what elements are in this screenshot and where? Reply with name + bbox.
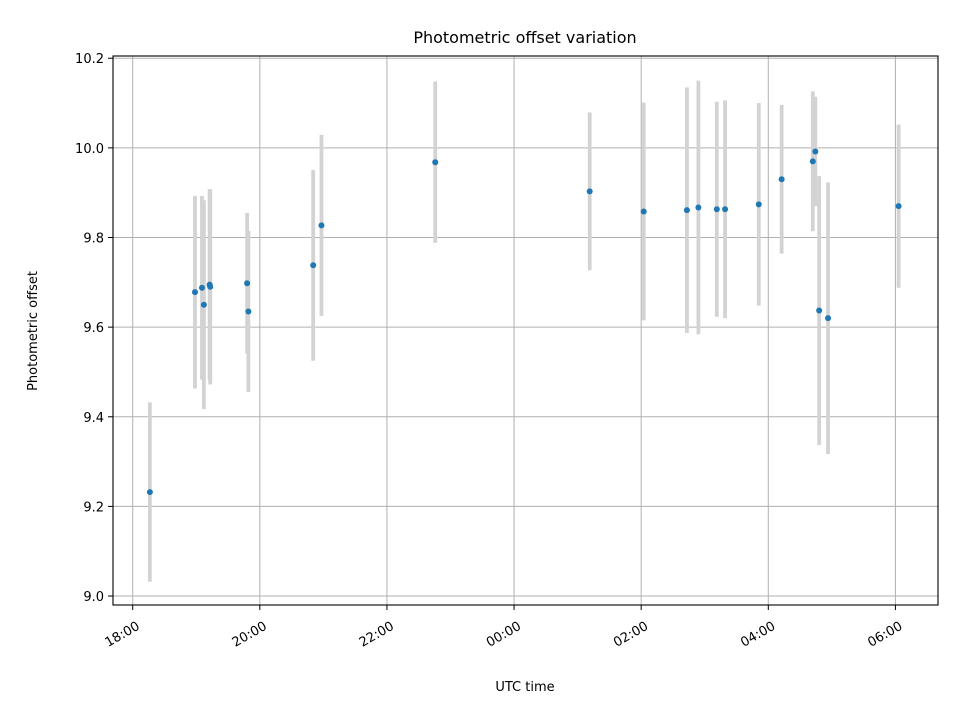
y-tick-label: 10.2 [75, 52, 104, 67]
x-tick-label: 02:00 [611, 619, 651, 651]
x-tick-label: 18:00 [103, 619, 143, 651]
data-point [207, 283, 214, 290]
data-point [816, 307, 823, 314]
x-ticks: 18:00 20:00 22:00 00:00 02:00 04:00 06:00 [103, 605, 905, 651]
x-tick-label: 20:00 [230, 619, 270, 651]
y-tick-label: 9.0 [83, 590, 104, 605]
y-tick-label: 9.4 [83, 411, 104, 426]
data-point [713, 206, 720, 213]
data-point [200, 301, 207, 308]
data-point [640, 208, 647, 215]
data-point [895, 203, 902, 210]
x-tick-label: 22:00 [357, 619, 397, 651]
data-point [198, 284, 205, 291]
data-point [825, 315, 832, 322]
data-point [812, 148, 819, 155]
y-tick-label: 9.2 [83, 500, 104, 515]
chart-title: Photometric offset variation [413, 28, 636, 47]
data-point [432, 159, 439, 166]
grid-layer [113, 56, 938, 605]
y-tick-label: 10.0 [75, 142, 104, 157]
data-point [318, 222, 325, 229]
x-tick-label: 00:00 [484, 619, 524, 651]
y-tick-label: 9.8 [83, 232, 104, 247]
data-point [245, 308, 252, 315]
data-point [586, 188, 593, 195]
plot-frame [112, 55, 939, 606]
y-axis-label: Photometric offset [26, 271, 41, 391]
y-tick-label: 9.6 [83, 321, 104, 336]
data-point [244, 280, 251, 287]
data-point [809, 158, 816, 165]
data-point [146, 489, 153, 496]
x-tick-label: 06:00 [865, 619, 905, 651]
data-point [310, 262, 317, 269]
data-point [683, 207, 690, 214]
point-layer [146, 148, 902, 496]
data-point [755, 201, 762, 208]
data-point [722, 206, 729, 213]
data-point [778, 176, 785, 183]
x-axis-label: UTC time [495, 680, 554, 695]
data-point [191, 289, 198, 296]
y-ticks: 9.0 9.2 9.4 9.6 9.8 10.0 10.2 [75, 52, 113, 605]
x-tick-label: 04:00 [738, 619, 778, 651]
data-point [695, 204, 702, 211]
